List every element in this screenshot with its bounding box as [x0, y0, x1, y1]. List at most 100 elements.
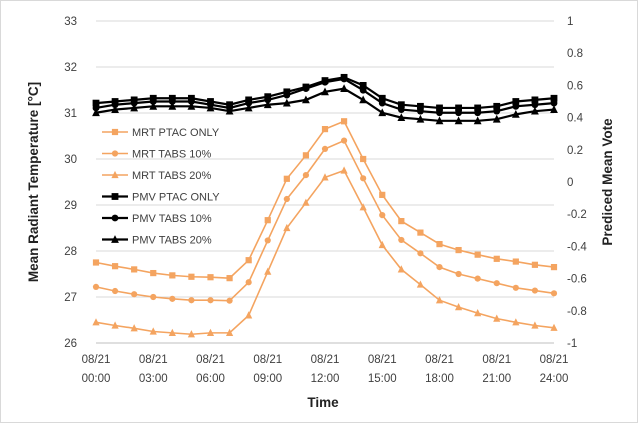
- x-tick-time-label: 00:00: [82, 373, 111, 385]
- data-point: [398, 236, 405, 244]
- data-point: [340, 137, 348, 144]
- data-point: [169, 295, 176, 302]
- data-point: [416, 280, 425, 288]
- data-point: [454, 303, 463, 311]
- legend-marker: [111, 214, 119, 222]
- y-right-tick-label: 0: [567, 177, 573, 189]
- legend-marker: [111, 235, 119, 243]
- data-point: [550, 290, 558, 297]
- data-point: [550, 264, 558, 271]
- data-point: [168, 101, 177, 110]
- legend-label: PMV PTAC ONLY: [132, 192, 220, 204]
- y-right-axis-title: Prediced Mean Vote: [600, 118, 615, 246]
- data-point: [302, 85, 310, 93]
- data-point: [435, 296, 444, 304]
- series-mrt-tabs-20: [92, 166, 558, 338]
- data-point: [436, 109, 443, 117]
- x-tick-date-label: 08/21: [311, 354, 340, 366]
- x-tick-time-label: 12:00: [311, 373, 340, 385]
- data-point: [550, 94, 558, 102]
- data-point: [474, 275, 481, 282]
- y-left-tick-label: 27: [64, 292, 77, 304]
- data-point: [474, 109, 482, 117]
- data-point: [417, 102, 424, 110]
- data-point: [225, 106, 234, 115]
- data-point: [359, 203, 367, 211]
- x-tick-date-label: 08/21: [368, 354, 397, 366]
- data-point: [417, 107, 424, 115]
- data-point: [283, 223, 291, 232]
- y-left-tick-label: 32: [64, 62, 77, 74]
- x-tick-date-label: 08/21: [139, 354, 168, 366]
- data-point: [245, 279, 252, 286]
- data-point: [283, 175, 290, 182]
- data-point: [92, 104, 100, 112]
- data-point: [244, 103, 253, 112]
- data-point: [225, 328, 234, 336]
- y-right-tick-label: 0.4: [567, 113, 584, 125]
- x-tick-time-label: 24:00: [540, 373, 569, 385]
- data-point: [512, 98, 520, 105]
- data-point: [360, 175, 367, 182]
- data-point: [188, 297, 195, 304]
- data-point: [150, 293, 157, 301]
- data-point: [455, 270, 462, 278]
- data-point: [531, 261, 539, 268]
- legend-marker: [111, 170, 119, 179]
- y-right-tick-label: -0.8: [567, 306, 587, 318]
- y-left-tick-label: 29: [64, 200, 77, 212]
- data-point: [283, 91, 291, 99]
- data-point: [207, 274, 214, 281]
- x-axis-ticks: 08/21 00:00 08/21 03:00 08/21 06:00 08/21 09:00…: [82, 354, 569, 385]
- data-point: [493, 107, 501, 115]
- data-point: [455, 104, 462, 112]
- y-left-tick-label: 26: [64, 338, 77, 350]
- data-point: [550, 99, 558, 107]
- data-point: [92, 259, 100, 266]
- data-point: [130, 103, 139, 112]
- data-point: [92, 108, 100, 117]
- data-point: [531, 101, 539, 109]
- data-point: [245, 99, 253, 107]
- right-axis-ticks: -1 -0.8 -0.6 -0.4 -0.2 0 0.2 0.4 0.6 0.8 1: [567, 16, 587, 350]
- data-point: [398, 218, 405, 225]
- data-point: [378, 108, 387, 117]
- y-left-tick-label: 33: [64, 16, 77, 28]
- y-right-tick-label: 0.2: [567, 145, 583, 157]
- series-mrt-tabs-10: [92, 137, 558, 304]
- y-left-tick-label: 31: [64, 108, 77, 120]
- x-tick-time-label: 21:00: [482, 373, 511, 385]
- data-point: [512, 318, 520, 326]
- x-tick-date-label: 08/21: [196, 354, 225, 366]
- data-point: [321, 173, 329, 181]
- data-point: [531, 106, 539, 115]
- x-tick-date-label: 08/21: [540, 354, 569, 366]
- data-point: [417, 229, 424, 236]
- data-point: [397, 101, 405, 109]
- data-point: [282, 98, 291, 107]
- data-point: [321, 87, 329, 96]
- data-point: [111, 321, 119, 329]
- data-point: [264, 237, 271, 244]
- y-right-tick-label: -1: [567, 338, 577, 350]
- data-point: [474, 309, 482, 317]
- data-point: [150, 269, 157, 277]
- data-point: [263, 100, 272, 109]
- left-axis-ticks: 26 27 28 29 30 31 32 33: [64, 16, 77, 350]
- data-point: [473, 116, 482, 125]
- data-point: [531, 287, 539, 294]
- data-point: [92, 283, 100, 290]
- data-point: [379, 212, 386, 219]
- data-point: [321, 78, 329, 86]
- data-point: [340, 166, 348, 174]
- data-point: [111, 263, 119, 270]
- data-point: [474, 104, 482, 112]
- data-point: [321, 126, 329, 133]
- series-pmv-tabs-20: [92, 84, 558, 125]
- y-right-tick-label: 1: [567, 16, 573, 28]
- data-point: [397, 265, 405, 273]
- data-point: [493, 314, 501, 322]
- legend-item: MRT TABS 20%: [102, 170, 211, 182]
- legend-label: MRT TABS 20%: [132, 170, 211, 182]
